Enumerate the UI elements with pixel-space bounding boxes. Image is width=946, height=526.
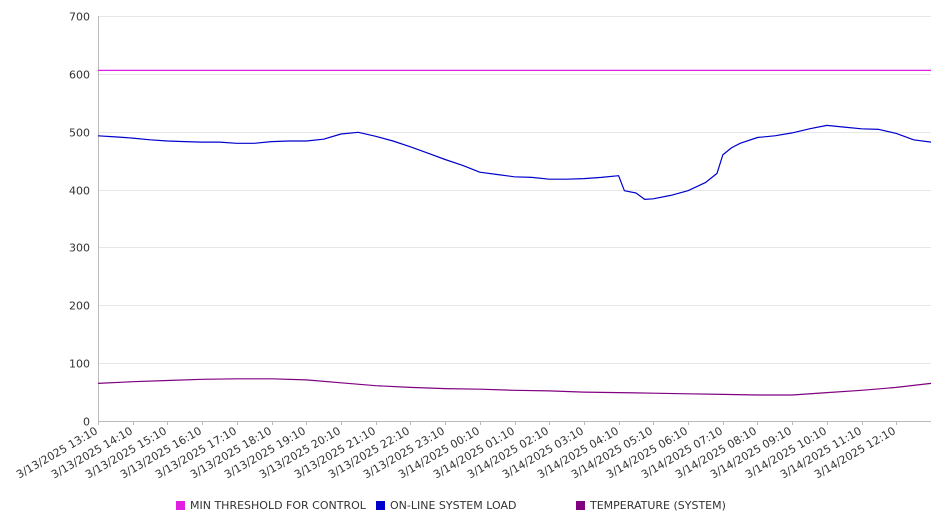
grid-lines — [98, 16, 931, 364]
legend-swatch — [576, 501, 585, 510]
legend-swatch — [176, 501, 185, 510]
legend-swatch — [376, 501, 385, 510]
series-line-2 — [97, 124, 932, 200]
y-axis-tick-labels: 0 100 200 300 400 500 600 700 — [69, 11, 90, 429]
series-line-3 — [97, 378, 932, 396]
legend-label: ON-LINE SYSTEM LOAD — [390, 499, 516, 512]
legend-label: MIN THRESHOLD FOR CONTROL — [190, 499, 367, 512]
y-tick-label: 100 — [69, 358, 90, 371]
y-tick-label: 400 — [69, 185, 90, 198]
y-tick-label: 700 — [69, 11, 90, 24]
y-tick-label: 0 — [83, 416, 90, 429]
series-lines — [97, 69, 932, 396]
legend: MIN THRESHOLD FOR CONTROL ON-LINE SYSTEM … — [176, 499, 726, 512]
axes — [98, 16, 931, 425]
legend-label: TEMPERATURE (SYSTEM) — [589, 499, 726, 512]
y-tick-label: 500 — [69, 127, 90, 140]
y-tick-label: 600 — [69, 69, 90, 82]
y-tick-label: 200 — [69, 300, 90, 313]
x-axis-tick-labels: 3/13/2025 13:103/13/2025 14:103/13/2025 … — [14, 424, 898, 481]
y-tick-label: 300 — [69, 242, 90, 255]
